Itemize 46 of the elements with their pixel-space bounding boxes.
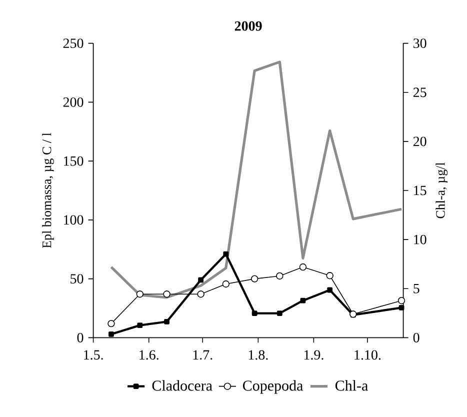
point — [108, 331, 114, 337]
point — [276, 272, 284, 280]
point — [300, 298, 306, 304]
point — [398, 304, 404, 310]
point — [252, 310, 258, 316]
y-tick-label: 0 — [77, 332, 84, 342]
legend-label: Copepoda — [242, 380, 303, 394]
y-axis-title: Epl biomassa, µg C / l — [42, 132, 54, 248]
y2-tick-label: 5 — [414, 284, 420, 294]
y2-tick-label: 15 — [414, 186, 426, 196]
point — [108, 320, 115, 328]
point — [198, 277, 204, 283]
y2-tick-label: 25 — [413, 88, 426, 98]
y-tick-label: 50 — [70, 274, 84, 284]
point — [398, 296, 406, 304]
x-tick-label: 1.6. — [140, 350, 158, 360]
y2-tick-label: 30 — [414, 38, 426, 48]
point — [163, 290, 170, 298]
point — [327, 287, 333, 293]
x-tick-label: 1.8. — [248, 350, 268, 360]
x-tick-label: 1.10. — [354, 350, 381, 360]
point — [222, 280, 230, 288]
x-tick-label: 1.9. — [304, 350, 324, 360]
point — [250, 275, 258, 282]
y-tick-label: 200 — [63, 97, 84, 107]
point — [299, 263, 307, 271]
y2-axis-title: Chl-a, µg/l — [436, 162, 448, 218]
legend-label: Cladocera — [152, 380, 212, 391]
x-tick-label: 1.7. — [193, 350, 212, 360]
point — [197, 290, 204, 298]
point — [276, 310, 282, 316]
y2-tick-label: 10 — [414, 234, 426, 244]
point — [326, 272, 334, 280]
point — [136, 290, 144, 298]
y-tick-label: 250 — [63, 38, 84, 48]
x-tick-label: 1.5. — [84, 350, 103, 360]
legend-label: Chl-a — [335, 380, 368, 391]
y2-tick-label: 20 — [413, 136, 426, 146]
y-tick-label: 100 — [64, 215, 84, 225]
line-series — [110, 60, 403, 299]
y-tick-label: 150 — [64, 156, 84, 166]
chart-title: 2009 — [234, 21, 262, 31]
point — [137, 322, 143, 328]
point — [223, 251, 229, 257]
point — [164, 318, 170, 324]
y2-tick-label: 0 — [413, 332, 420, 342]
